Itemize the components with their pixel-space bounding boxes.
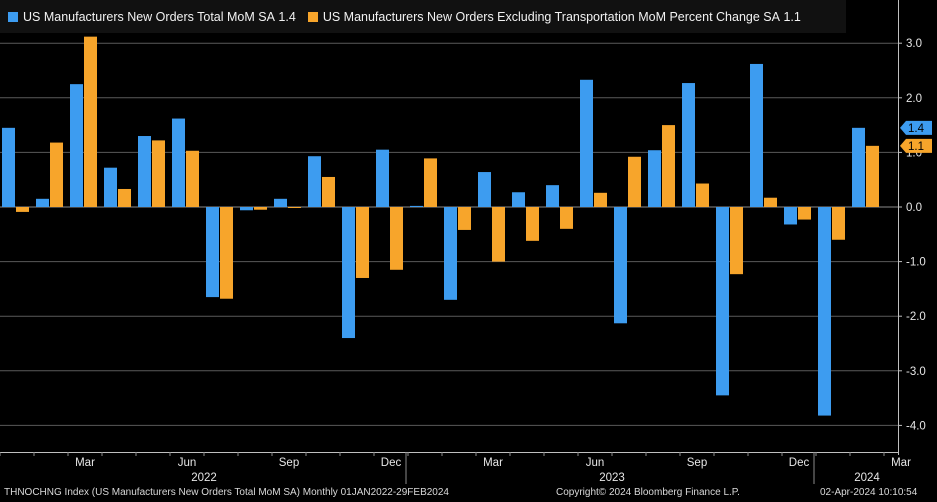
bar-total <box>70 84 83 207</box>
bar-total <box>342 207 355 339</box>
y-tick-label: 3.0 <box>906 38 922 50</box>
bar-total <box>512 192 525 207</box>
footer-copyright: Copyright© 2024 Bloomberg Finance L.P. <box>556 487 740 498</box>
bar-total <box>138 136 151 207</box>
x-year-label: 2023 <box>599 472 625 484</box>
legend-item-total[interactable]: US Manufacturers New Orders Total MoM SA… <box>8 10 296 24</box>
bar-ex-transport <box>492 207 505 262</box>
last-value-tag: 1.4 <box>900 120 932 135</box>
bar-total <box>716 207 729 396</box>
bar-total <box>682 83 695 207</box>
bar-total <box>580 79 593 207</box>
x-tick-label: Jun <box>178 457 197 469</box>
y-tick-label: 2.0 <box>906 93 922 105</box>
bar-total <box>240 207 253 211</box>
x-tick-label: Jun <box>586 457 605 469</box>
x-tick-label: Sep <box>687 457 707 469</box>
legend-swatch-ex-transport <box>307 11 318 22</box>
legend-swatch-total <box>8 11 18 22</box>
y-tick-label: -3.0 <box>906 366 926 378</box>
x-tick-label: Dec <box>789 457 810 469</box>
last-value-tag-shape <box>900 138 932 153</box>
legend-last-total: 1.4 <box>278 9 296 24</box>
bar-total <box>376 149 389 207</box>
bar-ex-transport <box>560 207 573 229</box>
last-value-tag-label: 1.1 <box>908 141 924 153</box>
bar-ex-transport <box>50 142 63 207</box>
bar-ex-transport <box>730 207 743 275</box>
x-tick-label: Sep <box>279 457 299 469</box>
footer-ticker: THNOCHNG Index (US Manufacturers New Ord… <box>4 487 449 498</box>
bar-ex-transport <box>628 156 641 207</box>
bar-total <box>546 185 559 207</box>
legend-label-total: US Manufacturers New Orders Total MoM SA <box>23 9 275 24</box>
x-year-label: 2024 <box>854 472 880 484</box>
bar-ex-transport <box>798 207 811 220</box>
x-year-label: 2022 <box>191 472 217 484</box>
x-tick-label: Dec <box>381 457 402 469</box>
bar-total <box>750 63 763 207</box>
bar-ex-transport <box>696 183 709 207</box>
x-tick-label: Mar <box>75 457 95 469</box>
chart-footer: THNOCHNG Index (US Manufacturers New Ord… <box>0 485 937 502</box>
y-tick-label: -2.0 <box>906 311 926 323</box>
legend-item-ex-transport[interactable]: US Manufacturers New Orders Excluding Tr… <box>307 9 801 24</box>
last-value-tag-label: 1.4 <box>908 123 925 135</box>
bar-total <box>172 118 185 207</box>
bar-ex-transport <box>84 36 97 208</box>
last-value-tag-shape <box>900 120 932 135</box>
bar-ex-transport <box>16 207 29 212</box>
bar-total <box>614 207 627 324</box>
bar-ex-transport <box>254 207 267 210</box>
last-value-tag: 1.1 <box>900 138 932 153</box>
bar-total <box>274 198 287 207</box>
bar-ex-transport <box>764 197 777 207</box>
bar-ex-transport <box>186 150 199 207</box>
bar-total <box>784 207 797 225</box>
bar-ex-transport <box>152 140 165 207</box>
bar-total <box>818 207 831 416</box>
bar-total <box>36 198 49 207</box>
y-tick-label: -4.0 <box>906 420 926 432</box>
legend-last-ex-transport: 1.1 <box>783 9 801 24</box>
bar-total <box>104 167 117 207</box>
bar-total <box>308 156 321 207</box>
y-tick-label: 0.0 <box>906 202 922 214</box>
bar-ex-transport <box>458 207 471 230</box>
bar-ex-transport <box>390 207 403 270</box>
chart-legend: US Manufacturers New Orders Total MoM SA… <box>0 0 846 33</box>
footer-timestamp: 02-Apr-2024 10:10:54 <box>820 487 918 498</box>
y-tick-label: -1.0 <box>906 257 926 269</box>
bar-ex-transport <box>322 176 335 207</box>
bar-ex-transport <box>356 207 369 278</box>
bar-total <box>410 205 423 207</box>
bar-total <box>648 150 661 207</box>
bar-total <box>444 207 457 300</box>
x-tick-label: Mar <box>483 457 503 469</box>
bar-total <box>852 127 865 207</box>
bar-ex-transport <box>832 207 845 240</box>
bar-total <box>2 127 15 207</box>
bar-ex-transport <box>662 125 675 207</box>
bar-ex-transport <box>424 158 437 207</box>
bar-ex-transport <box>118 188 131 207</box>
bar-ex-transport <box>526 207 539 241</box>
legend-label-ex-transport: US Manufacturers New Orders Excluding Tr… <box>322 9 780 24</box>
x-tick-label: Mar <box>891 457 911 469</box>
bar-total <box>478 172 491 207</box>
bar-ex-transport <box>594 192 607 207</box>
bar-ex-transport <box>288 207 301 208</box>
bar-ex-transport <box>220 207 233 299</box>
bar-ex-transport <box>866 145 879 207</box>
bar-total <box>206 207 219 298</box>
